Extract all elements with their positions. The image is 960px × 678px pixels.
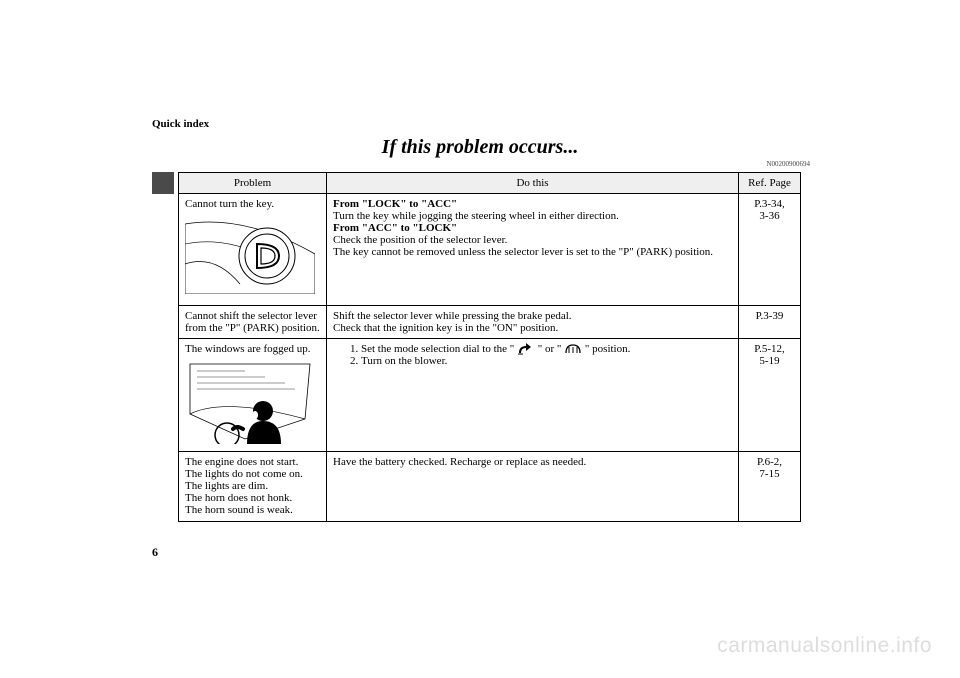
cell-ref: P.3-34, 3-36 bbox=[739, 194, 801, 306]
cell-problem: The windows are fogged up. bbox=[179, 339, 327, 452]
steps-list: Set the mode selection dial to the " " o… bbox=[361, 343, 732, 367]
cell-problem: Cannot shift the selector lever from the… bbox=[179, 306, 327, 339]
step-item: Turn on the blower. bbox=[361, 355, 732, 367]
problem-text: The windows are fogged up. bbox=[185, 343, 311, 355]
problem-line: The horn does not honk. bbox=[185, 492, 320, 504]
step-text: " position. bbox=[585, 343, 630, 355]
table-header-row: Problem Do this Ref. Page bbox=[179, 173, 801, 194]
step-item: Set the mode selection dial to the " " o… bbox=[361, 343, 732, 355]
defrost-foot-icon bbox=[517, 343, 535, 355]
cell-problem: Cannot turn the key. bbox=[179, 194, 327, 306]
do-line: Shift the selector lever while pressing … bbox=[333, 310, 732, 322]
problem-line: The engine does not start. bbox=[185, 456, 320, 468]
problem-line: The horn sound is weak. bbox=[185, 504, 320, 516]
cell-ref: P.3-39 bbox=[739, 306, 801, 339]
defrost-icon bbox=[564, 343, 582, 355]
cell-ref: P.5-12, 5-19 bbox=[739, 339, 801, 452]
th-ref: Ref. Page bbox=[739, 173, 801, 194]
doc-id: N00200900694 bbox=[766, 160, 810, 168]
step-text: Set the mode selection dial to the " bbox=[361, 343, 514, 355]
section-label: Quick index bbox=[152, 118, 209, 130]
cell-do-this: Set the mode selection dial to the " " o… bbox=[327, 339, 739, 452]
step-text: " or " bbox=[538, 343, 562, 355]
problem-line: The lights are dim. bbox=[185, 480, 320, 492]
th-problem: Problem bbox=[179, 173, 327, 194]
table-row: The windows are fogged up. bbox=[179, 339, 801, 452]
troubleshoot-table: Problem Do this Ref. Page Cannot turn th… bbox=[178, 172, 801, 522]
bold-heading: From "LOCK" to "ACC" bbox=[333, 198, 457, 210]
side-tab bbox=[152, 172, 174, 194]
do-line: Turn the key while jogging the steering … bbox=[333, 210, 732, 222]
do-line: Check the position of the selector lever… bbox=[333, 234, 732, 246]
cell-ref: P.6-2, 7-15 bbox=[739, 452, 801, 522]
table-row: Cannot shift the selector lever from the… bbox=[179, 306, 801, 339]
manual-page: Quick index If this problem occurs... N0… bbox=[0, 0, 960, 678]
bold-heading: From "ACC" to "LOCK" bbox=[333, 222, 457, 234]
table-row: Cannot turn the key. bbox=[179, 194, 801, 306]
cell-do-this: From "LOCK" to "ACC" Turn the key while … bbox=[327, 194, 739, 306]
table-row: The engine does not start. The lights do… bbox=[179, 452, 801, 522]
problem-text: Cannot turn the key. bbox=[185, 198, 274, 210]
cell-problem: The engine does not start. The lights do… bbox=[179, 452, 327, 522]
page-title: If this problem occurs... bbox=[0, 136, 960, 159]
cell-do-this: Shift the selector lever while pressing … bbox=[327, 306, 739, 339]
cell-do-this: Have the battery checked. Recharge or re… bbox=[327, 452, 739, 522]
do-line: Check that the ignition key is in the "O… bbox=[333, 322, 732, 334]
problem-line: The lights do not come on. bbox=[185, 468, 320, 480]
ignition-key-illustration bbox=[185, 214, 315, 294]
page-number: 6 bbox=[152, 545, 158, 560]
watermark: carmanualsonline.info bbox=[717, 634, 932, 658]
do-line: The key cannot be removed unless the sel… bbox=[333, 246, 732, 258]
th-do-this: Do this bbox=[327, 173, 739, 194]
fogged-window-illustration bbox=[185, 359, 315, 444]
